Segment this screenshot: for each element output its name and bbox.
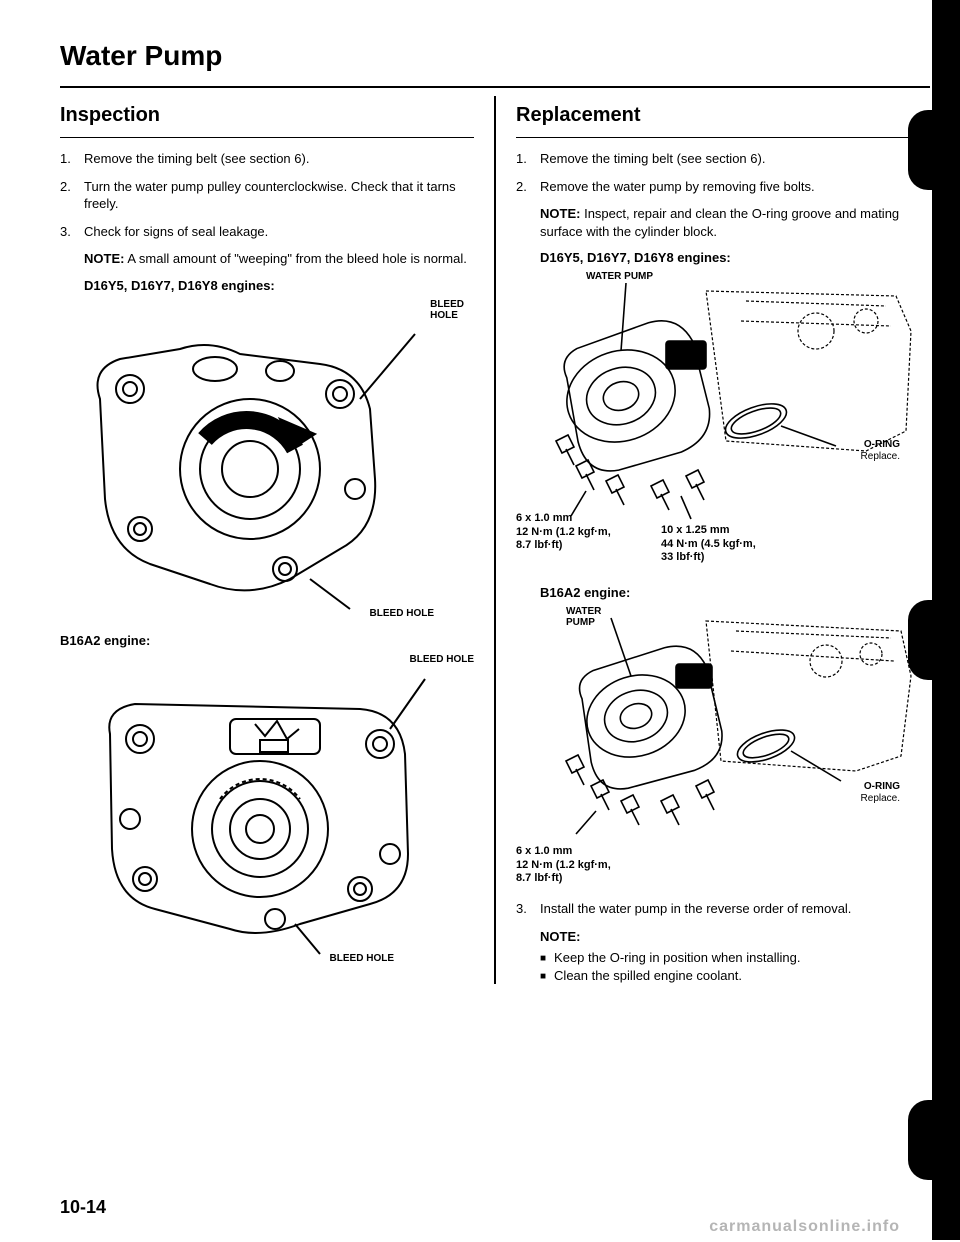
water-pump-label: WATER PUMP	[566, 606, 601, 628]
inspection-rule	[60, 137, 474, 138]
replacement-steps: 1. Remove the timing belt (see section 6)…	[516, 150, 930, 195]
step-text: Remove the timing belt (see section 6).	[540, 150, 765, 168]
binder-edge	[932, 0, 960, 1240]
replacement-note: NOTE: Inspect, repair and clean the O-ri…	[540, 205, 930, 240]
step-number: 2.	[516, 178, 530, 196]
binder-curve	[914, 620, 932, 670]
replacement-figure-1: WATER PUMP	[516, 271, 930, 571]
replacement-heading: Replacement	[516, 104, 930, 127]
water-pump-assembly-diagram-1	[516, 271, 916, 531]
note-text: A small amount of "weeping" from the ble…	[127, 251, 466, 266]
o-ring-label: O-RING	[864, 439, 900, 450]
page-title: Water Pump	[60, 40, 930, 72]
binder-curve	[914, 130, 932, 180]
page-number: 10-14	[60, 1197, 106, 1218]
two-column-layout: Inspection 1. Remove the timing belt (see…	[60, 96, 930, 984]
step-number: 3.	[516, 900, 530, 918]
replacement-step: 3. Install the water pump in the reverse …	[516, 900, 930, 918]
note-item: Keep the O-ring in position when install…	[540, 949, 930, 967]
o-ring-label: O-RING	[864, 781, 900, 792]
replacement-steps-bottom: 3. Install the water pump in the reverse …	[516, 900, 930, 918]
step-text: Check for signs of seal leakage.	[84, 223, 268, 241]
step-number: 1.	[516, 150, 530, 168]
manual-page: Water Pump Inspection 1. Remove the timin…	[0, 0, 960, 1242]
replace-label: Replace.	[861, 451, 900, 462]
torque-spec: 10 x 1.25 mm 44 N·m (4.5 kgf·m, 33 lbf·f…	[661, 524, 756, 565]
step-number: 3.	[60, 223, 74, 241]
engine-label: D16Y5, D16Y7, D16Y8 engines:	[84, 278, 474, 293]
note-heading: NOTE:	[540, 928, 930, 946]
inspection-step: 1. Remove the timing belt (see section 6)…	[60, 150, 474, 168]
bleed-hole-label: BLEED HOLE	[430, 299, 464, 321]
step-text: Install the water pump in the reverse or…	[540, 900, 851, 918]
replacement-step: 2. Remove the water pump by removing five…	[516, 178, 930, 196]
replacement-figure-2: WATER PUMP	[516, 606, 930, 886]
watermark: carmanualsonline.info	[709, 1218, 900, 1236]
replacement-rule	[516, 137, 930, 138]
left-column: Inspection 1. Remove the timing belt (see…	[60, 96, 474, 984]
note-list: Keep the O-ring in position when install…	[540, 949, 930, 984]
torque-spec: 6 x 1.0 mm 12 N·m (1.2 kgf·m, 8.7 lbf·ft…	[516, 845, 611, 886]
note-text: Inspect, repair and clean the O-ring gro…	[540, 206, 899, 239]
step-text: Remove the timing belt (see section 6).	[84, 150, 309, 168]
step-text: Remove the water pump by removing five b…	[540, 178, 815, 196]
binder-curve	[914, 1120, 932, 1170]
step-text: Turn the water pump pulley counterclockw…	[84, 178, 474, 213]
title-rule	[60, 86, 930, 88]
right-column: Replacement 1. Remove the timing belt (se…	[516, 96, 930, 984]
bleed-hole-label: BLEED HOLE	[410, 654, 474, 665]
bleed-hole-label: BLEED HOLE	[370, 608, 434, 619]
replace-label: Replace.	[861, 793, 900, 804]
step-number: 1.	[60, 150, 74, 168]
water-pump-diagram-1	[60, 299, 440, 619]
inspection-step: 3. Check for signs of seal leakage.	[60, 223, 474, 241]
column-divider	[494, 96, 496, 984]
bleed-hole-label: BLEED HOLE	[330, 953, 394, 964]
engine-label: D16Y5, D16Y7, D16Y8 engines:	[540, 250, 930, 265]
torque-spec: 6 x 1.0 mm 12 N·m (1.2 kgf·m, 8.7 lbf·ft…	[516, 512, 611, 553]
inspection-steps: 1. Remove the timing belt (see section 6)…	[60, 150, 474, 240]
water-pump-assembly-diagram-2	[516, 606, 916, 846]
step-number: 2.	[60, 178, 74, 213]
inspection-figure-2: BLEED HOLE	[60, 654, 474, 964]
inspection-figure-1: BLEED HOLE	[60, 299, 474, 619]
inspection-note: NOTE: A small amount of "weeping" from t…	[84, 250, 474, 268]
engine-label: B16A2 engine:	[60, 633, 474, 648]
note-item: Clean the spilled engine coolant.	[540, 967, 930, 985]
engine-label: B16A2 engine:	[540, 585, 930, 600]
inspection-step: 2. Turn the water pump pulley countercloc…	[60, 178, 474, 213]
water-pump-label: WATER PUMP	[586, 271, 653, 282]
inspection-heading: Inspection	[60, 104, 474, 127]
water-pump-diagram-2	[60, 654, 440, 964]
replacement-step: 1. Remove the timing belt (see section 6)…	[516, 150, 930, 168]
